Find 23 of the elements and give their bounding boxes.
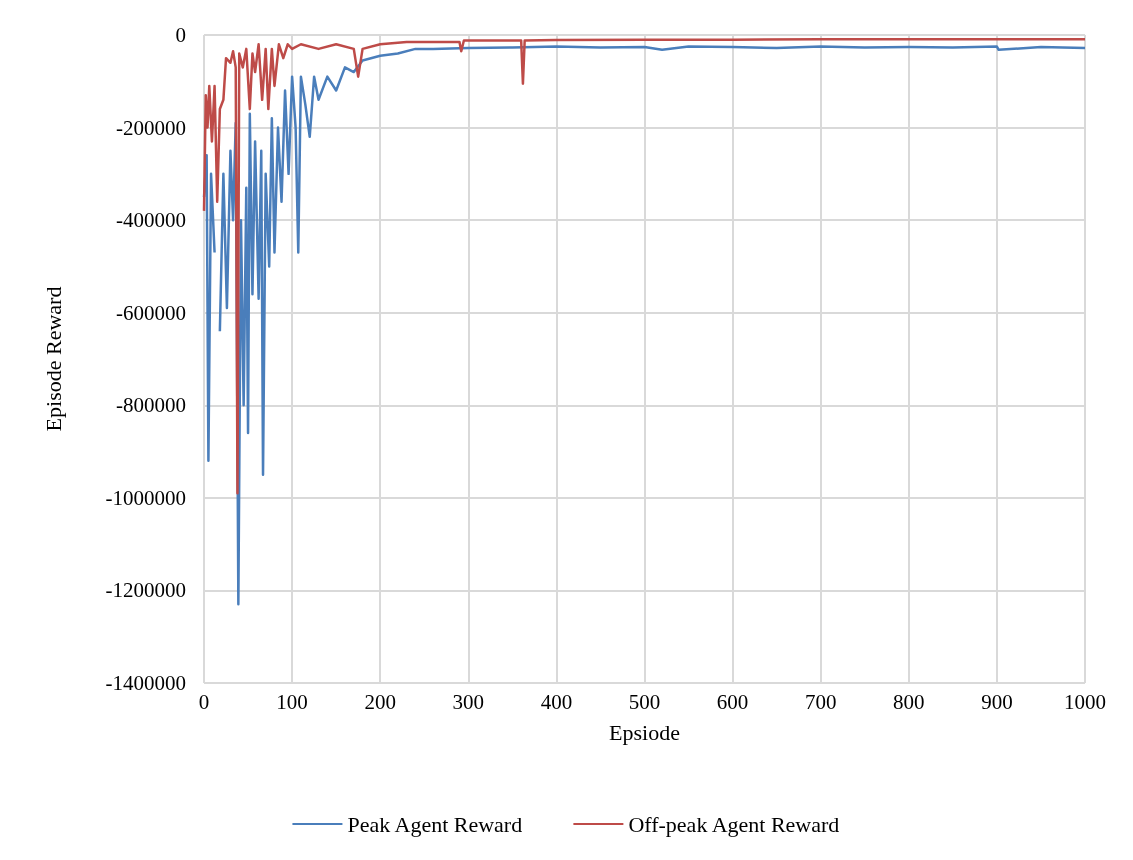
y-tick-label: -200000: [116, 115, 186, 140]
x-tick-label: 200: [364, 689, 396, 714]
x-tick-label: 1000: [1064, 689, 1106, 714]
y-tick-label: -1400000: [105, 671, 186, 695]
x-tick-label: 800: [893, 689, 925, 714]
y-tick-label: -800000: [116, 393, 186, 418]
legend-label: Peak Agent Reward: [347, 811, 523, 837]
x-tick-label: 500: [628, 689, 661, 714]
legend-label: Off-peak Agent Reward: [628, 811, 840, 837]
y-tick-label: 0: [175, 23, 186, 47]
y-axis-title: Episode Reward: [40, 286, 66, 432]
x-tick-label: 400: [540, 689, 573, 714]
x-axis-title: Epsiode: [609, 719, 680, 745]
y-tick-label: -1000000: [105, 485, 186, 510]
x-tick-label: 300: [452, 689, 485, 714]
x-tick-label: 600: [716, 689, 749, 714]
x-tick-label: 100: [276, 689, 308, 714]
x-tick-label: 700: [804, 689, 837, 714]
y-tick-label: -400000: [116, 208, 186, 233]
x-tick-label: 900: [981, 689, 1013, 714]
y-tick-label: -600000: [116, 300, 186, 325]
x-tick-label: 0: [198, 689, 210, 714]
y-tick-label: -1200000: [105, 578, 186, 603]
